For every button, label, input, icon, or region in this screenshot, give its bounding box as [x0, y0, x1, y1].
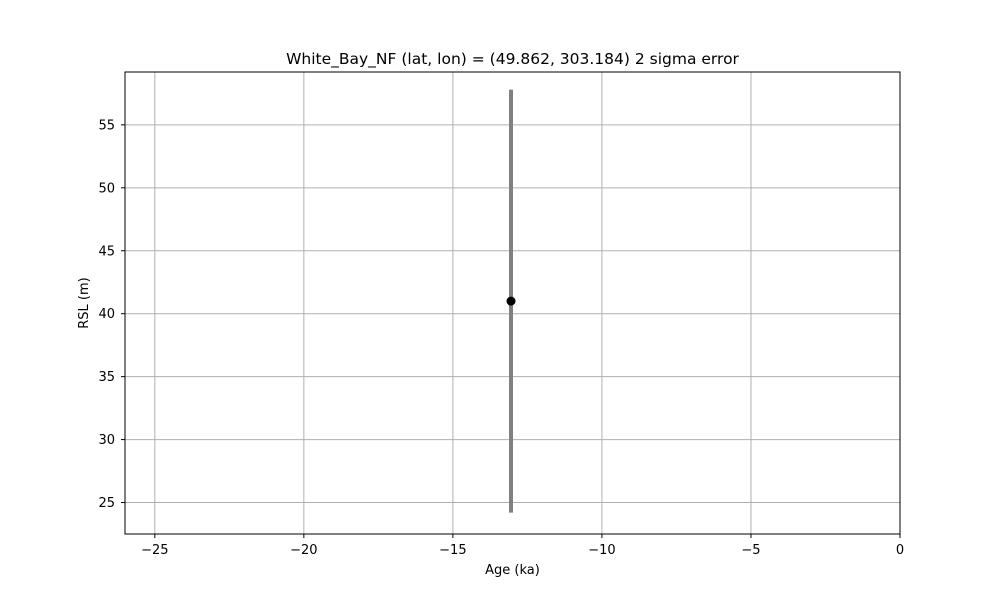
- data-layer: [506, 89, 516, 513]
- y-tick-label: 55: [98, 118, 115, 133]
- ticks: −25 −20 −15 −10 −5 0 25 30 35 40 45 50 55: [98, 118, 904, 558]
- data-point: [506, 296, 516, 306]
- y-tick-label: 35: [98, 370, 115, 385]
- y-tick-label: 50: [98, 181, 115, 196]
- chart-title: White_Bay_NF (lat, lon) = (49.862, 303.1…: [286, 50, 739, 69]
- y-tick-label: 40: [98, 307, 115, 322]
- plot-frame: [124, 71, 901, 535]
- x-tick-label: −10: [588, 543, 615, 558]
- x-tick-label: −15: [439, 543, 466, 558]
- x-axis-label: Age (ka): [485, 563, 540, 578]
- y-tick-label: 45: [98, 244, 115, 259]
- x-tick-label: −25: [141, 543, 168, 558]
- x-tick-label: −5: [741, 543, 760, 558]
- x-tick-label: 0: [896, 543, 904, 558]
- y-tick-label: 30: [98, 433, 115, 448]
- x-tick-label: −20: [290, 543, 317, 558]
- y-tick-label: 25: [98, 496, 115, 511]
- y-axis-label: RSL (m): [77, 277, 92, 328]
